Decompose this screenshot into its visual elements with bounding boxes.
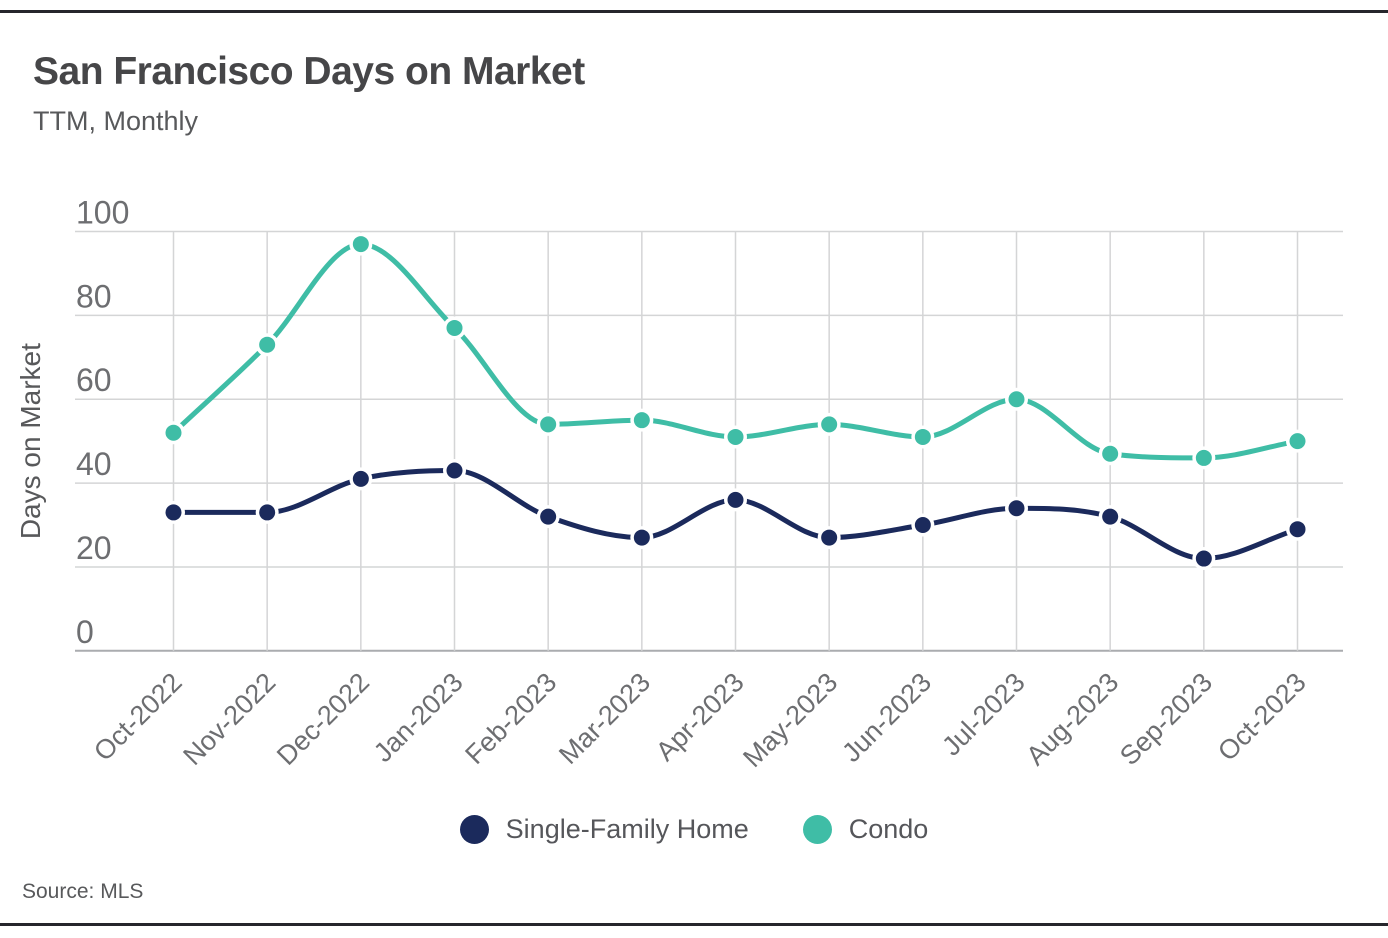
data-point-single-family-home xyxy=(1008,500,1025,517)
x-axis-tick-label: Oct-2023 xyxy=(1212,667,1312,767)
data-point-condo xyxy=(727,428,744,445)
data-point-condo xyxy=(540,416,557,433)
line-chart-plot-area: 0 20 40 60 80 100 Oct-2022Nov-2022Dec-2022Jan-… xyxy=(15,195,1343,773)
x-axis-tick-label: Jul-2023 xyxy=(936,667,1030,761)
data-point-condo xyxy=(914,428,931,445)
data-point-single-family-home xyxy=(352,470,369,487)
y-axis-tick-label: 80 xyxy=(76,278,112,314)
top-border-rule xyxy=(0,10,1388,13)
y-axis-tick-label: 20 xyxy=(76,530,112,566)
data-point-single-family-home xyxy=(633,529,650,546)
x-axis-tick-label: Oct-2022 xyxy=(88,667,188,767)
x-axis-tick-label: Mar-2023 xyxy=(553,667,656,770)
data-point-condo xyxy=(446,319,463,336)
data-point-single-family-home xyxy=(821,529,838,546)
data-point-condo xyxy=(1102,445,1119,462)
y-axis-tick-label: 60 xyxy=(76,362,112,398)
source-attribution: Source: MLS xyxy=(22,880,144,903)
y-axis-tick-label: 40 xyxy=(76,446,112,482)
x-axis-tick-label: Feb-2023 xyxy=(459,667,562,770)
legend-item-condo: Condo xyxy=(802,814,929,845)
legend-swatch-single-family-home-icon xyxy=(459,815,489,844)
data-point-single-family-home xyxy=(1289,521,1306,538)
legend-label-condo: Condo xyxy=(848,814,929,844)
data-point-single-family-home xyxy=(165,504,182,521)
data-point-single-family-home xyxy=(1102,508,1119,525)
x-axis-tick-label: Nov-2022 xyxy=(177,667,281,771)
chart-legend: Single-Family Home Condo xyxy=(0,814,1388,845)
data-point-single-family-home xyxy=(540,508,557,525)
legend-label-single-family-home: Single-Family Home xyxy=(505,814,749,844)
y-axis-tick-label: 100 xyxy=(76,195,129,231)
chart-subtitle: TTM, Monthly xyxy=(33,106,199,136)
x-axis-tick-label: Jan-2023 xyxy=(368,667,469,768)
data-point-single-family-home xyxy=(914,517,931,534)
data-point-condo xyxy=(259,336,276,353)
data-point-single-family-home xyxy=(727,491,744,508)
legend-swatch-condo-icon xyxy=(802,815,832,844)
data-point-condo xyxy=(1008,391,1025,408)
legend-item-single-family-home: Single-Family Home xyxy=(459,814,749,845)
x-axis-tick-label: May-2023 xyxy=(737,667,843,773)
data-point-condo xyxy=(821,416,838,433)
chart-title: San Francisco Days on Market xyxy=(33,50,585,93)
x-axis-tick-label: Jun-2023 xyxy=(836,667,937,768)
data-point-condo xyxy=(1195,449,1212,466)
data-point-condo xyxy=(1289,433,1306,450)
data-point-single-family-home xyxy=(259,504,276,521)
data-point-single-family-home xyxy=(446,462,463,479)
x-axis-tick-label: Dec-2022 xyxy=(271,667,375,771)
data-point-single-family-home xyxy=(1195,550,1212,567)
data-point-condo xyxy=(352,236,369,253)
data-point-condo xyxy=(633,412,650,429)
y-axis-title: Days on Market xyxy=(15,343,46,539)
data-point-condo xyxy=(165,424,182,441)
x-axis-tick-label: Aug-2023 xyxy=(1020,667,1124,771)
bottom-border-rule xyxy=(0,923,1388,926)
x-axis-tick-label: Apr-2023 xyxy=(650,667,750,767)
x-axis-tick-label: Sep-2023 xyxy=(1114,667,1218,771)
y-axis-tick-label: 0 xyxy=(76,614,94,650)
